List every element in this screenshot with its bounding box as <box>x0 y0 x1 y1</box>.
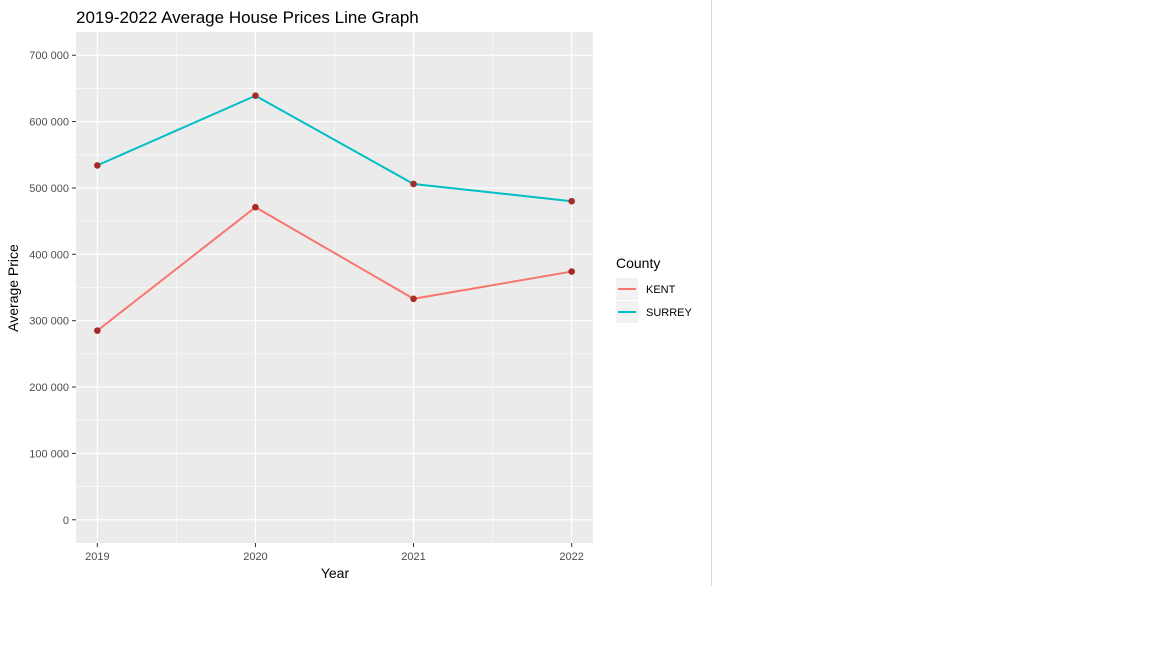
data-points <box>94 92 575 334</box>
y-tick-label: 200 000 <box>29 382 69 394</box>
y-tick-label: 600 000 <box>29 117 69 129</box>
legend: County KENT SURREY <box>616 255 693 323</box>
legend-label-surrey: SURREY <box>646 307 693 319</box>
grid-lines <box>76 32 593 543</box>
data-point-surrey <box>94 162 101 169</box>
plot-window: 2019-2022 Average House Prices Line Grap… <box>5 0 712 586</box>
y-axis: 0 100 000 200 000 300 000 400 000 500 000 600 … <box>29 50 76 527</box>
data-point-surrey <box>252 92 259 100</box>
x-tick-label: 2020 <box>243 551 267 563</box>
chart-title: 2019-2022 Average House Prices Line Grap… <box>76 8 419 27</box>
line-chart: 2019-2022 Average House Prices Line Grap… <box>5 8 693 581</box>
y-tick-label: 300 000 <box>29 316 69 328</box>
legend-title: County <box>616 255 660 271</box>
x-tick-label: 2019 <box>85 551 109 563</box>
legend-label-kent: KENT <box>646 284 676 296</box>
series-line-surrey <box>96 94 572 203</box>
x-tick-label: 2022 <box>559 551 583 563</box>
y-tick-label: 500 000 <box>29 183 69 195</box>
y-tick-label: 0 <box>63 515 69 527</box>
series-lines <box>96 94 572 332</box>
x-axis-title: Year <box>321 565 350 581</box>
x-tick-label: 2021 <box>401 551 425 563</box>
x-axis: 2019 2020 2021 2022 <box>85 543 584 563</box>
data-point-kent <box>94 327 101 334</box>
data-point-kent <box>568 268 575 275</box>
y-axis-title: Average Price <box>5 244 21 332</box>
y-tick-label: 700 000 <box>29 50 69 62</box>
y-tick-label: 100 000 <box>29 448 69 460</box>
series-line-kent <box>96 205 572 332</box>
y-tick-label: 400 000 <box>29 249 69 261</box>
data-point-kent <box>252 203 259 211</box>
data-point-kent <box>410 295 417 303</box>
data-point-surrey <box>410 180 417 188</box>
data-point-surrey <box>568 197 575 205</box>
